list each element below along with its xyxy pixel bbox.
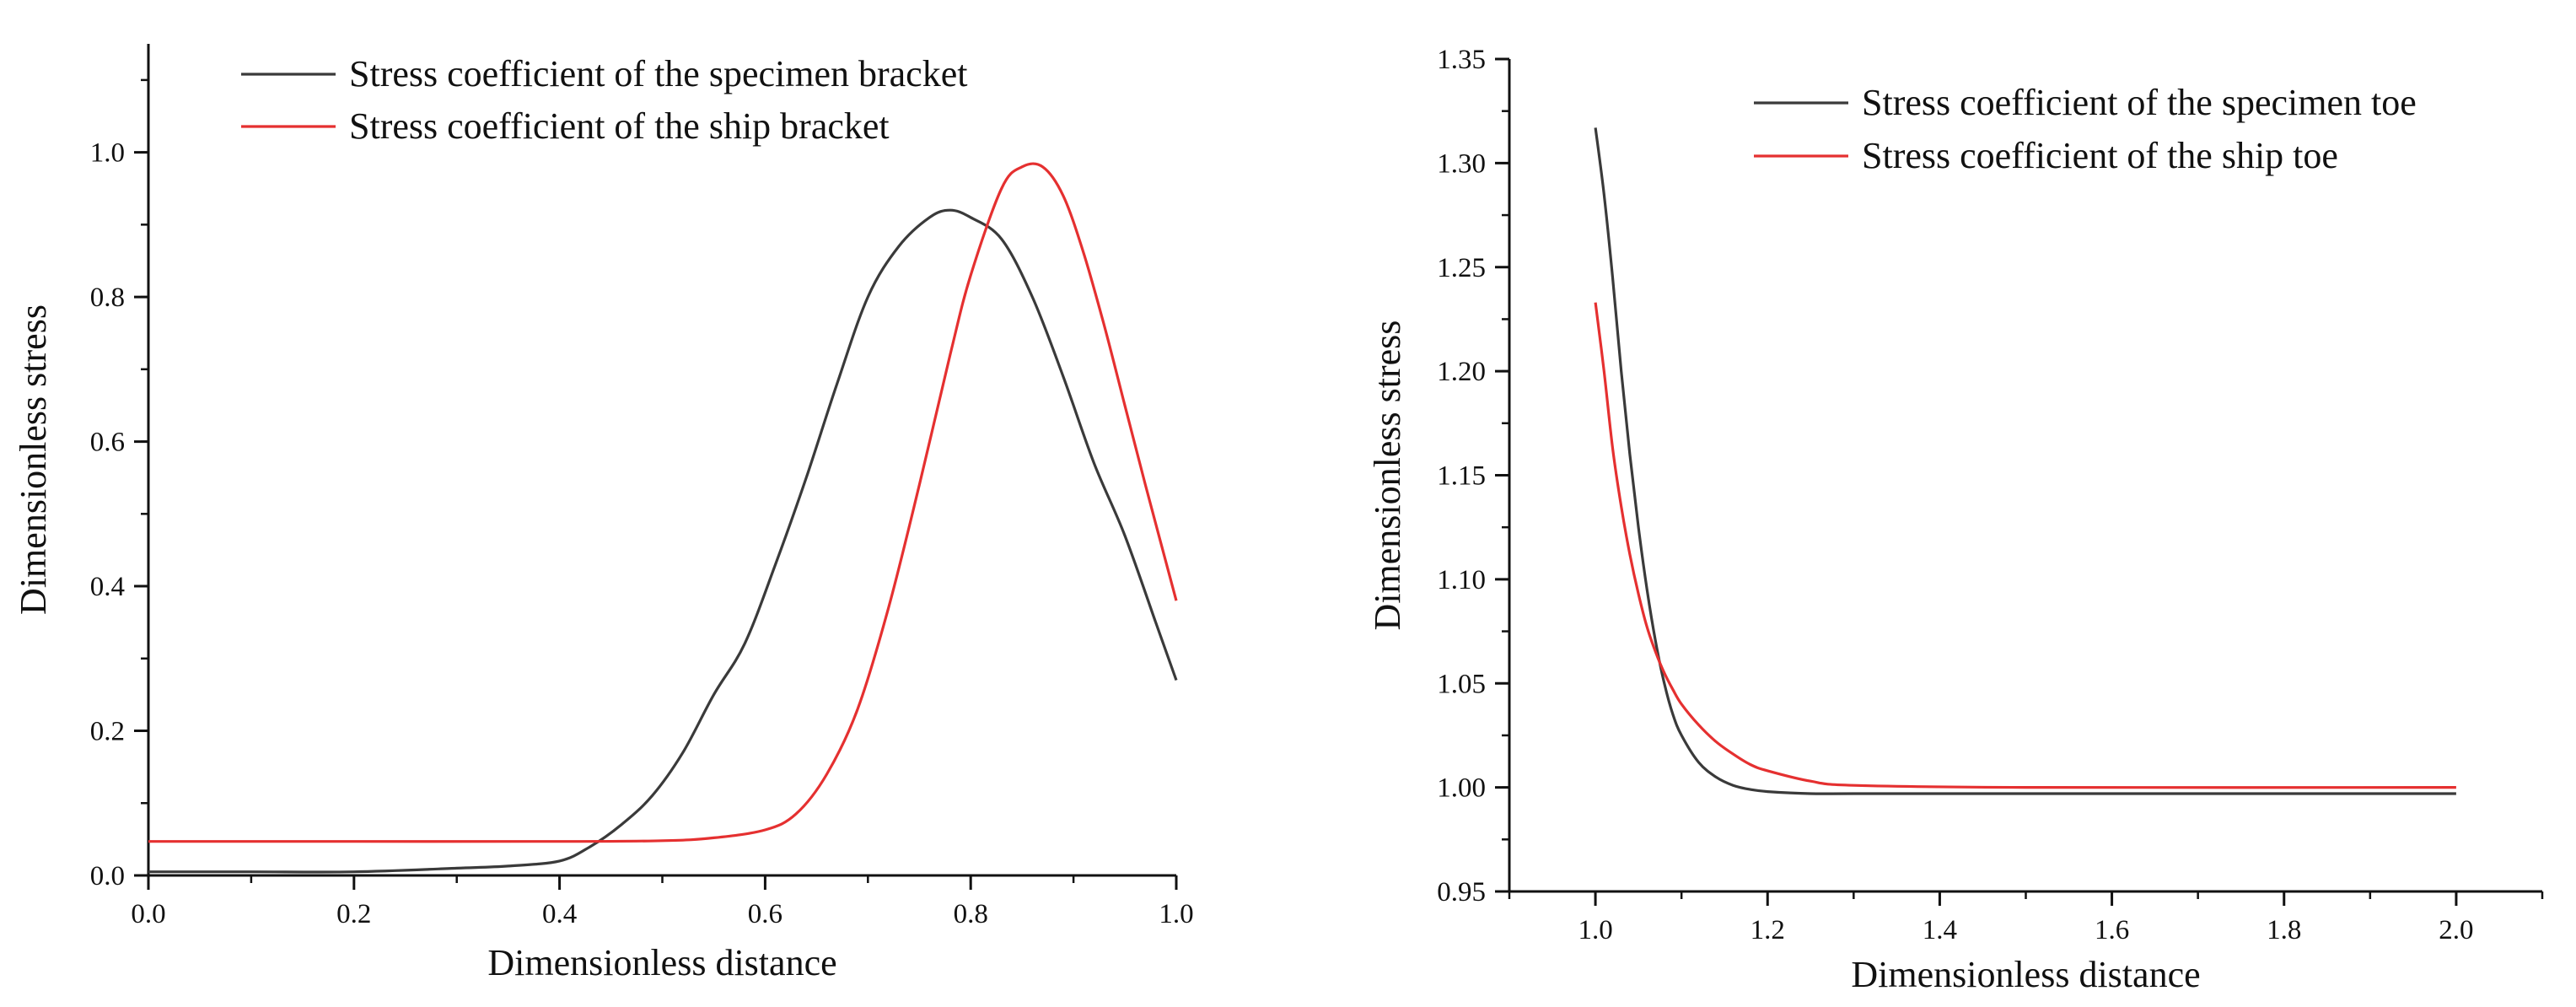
y-tick-label: 0.95: [1437, 877, 1486, 907]
bracket-stress-chart: 0.0 0.2 0.4 0.6 0.8 1.0 0.0 0.2 0.4 0.6 0.8 1.0 Dime…: [13, 44, 1194, 983]
y-tick-label: 0.0: [90, 861, 125, 891]
x-tick-label: 0.2: [336, 899, 371, 929]
y-axis-title: Dimensionless stress: [1367, 320, 1408, 631]
y-tick-label: 1.15: [1437, 461, 1486, 492]
x-tick-label: 1.0: [1578, 915, 1612, 945]
legend-label: Stress coefficient of the ship bracket: [349, 105, 890, 147]
y-tick-label: 1.00: [1437, 773, 1486, 804]
legend-label: Stress coefficient of the ship toe: [1862, 135, 2338, 176]
x-axis-title: Dimensionless distance: [487, 942, 836, 983]
y-tick-label: 1.20: [1437, 357, 1486, 387]
x-tick-label: 1.8: [2267, 915, 2301, 945]
y-axis-title: Dimensionless stress: [13, 304, 54, 615]
y-tick-label: 0.2: [90, 717, 125, 747]
toe-stress-chart: 1.0 1.2 1.4 1.6 1.8 2.0 0.95 1.00 1.05 1.10 1.15 1.…: [1367, 45, 2544, 995]
y-tick-label: 0.4: [90, 572, 125, 602]
y-tick-label: 1.05: [1437, 669, 1486, 699]
legend-label: Stress coefficient of the specimen brack…: [349, 53, 967, 94]
series-line-specimen: [1594, 127, 2456, 795]
y-tick-label: 1.10: [1437, 565, 1486, 595]
x-tick-label: 0.8: [954, 899, 988, 929]
x-tick-label: 1.4: [1923, 915, 1957, 945]
x-tick-label: 0.6: [748, 899, 782, 929]
series-line-ship: [1594, 302, 2456, 789]
x-axis-title: Dimensionless distance: [1851, 954, 2200, 995]
x-tick-label: 1.6: [2095, 915, 2129, 945]
y-tick-label: 1.35: [1437, 45, 1486, 75]
series-line-specimen: [148, 208, 1178, 874]
series-line-ship: [148, 162, 1178, 843]
x-tick-label: 1.2: [1750, 915, 1785, 945]
x-tick-label: 0.4: [542, 899, 577, 929]
y-tick-label: 1.30: [1437, 148, 1486, 179]
y-tick-label: 0.8: [90, 283, 125, 313]
y-tick-label: 1.25: [1437, 253, 1486, 283]
legend-label: Stress coefficient of the specimen toe: [1862, 82, 2417, 123]
x-tick-label: 2.0: [2439, 915, 2473, 945]
x-tick-label: 1.0: [1159, 899, 1193, 929]
y-tick-label: 0.6: [90, 428, 125, 458]
x-tick-label: 0.0: [131, 899, 165, 929]
y-tick-label: 1.0: [90, 138, 125, 169]
